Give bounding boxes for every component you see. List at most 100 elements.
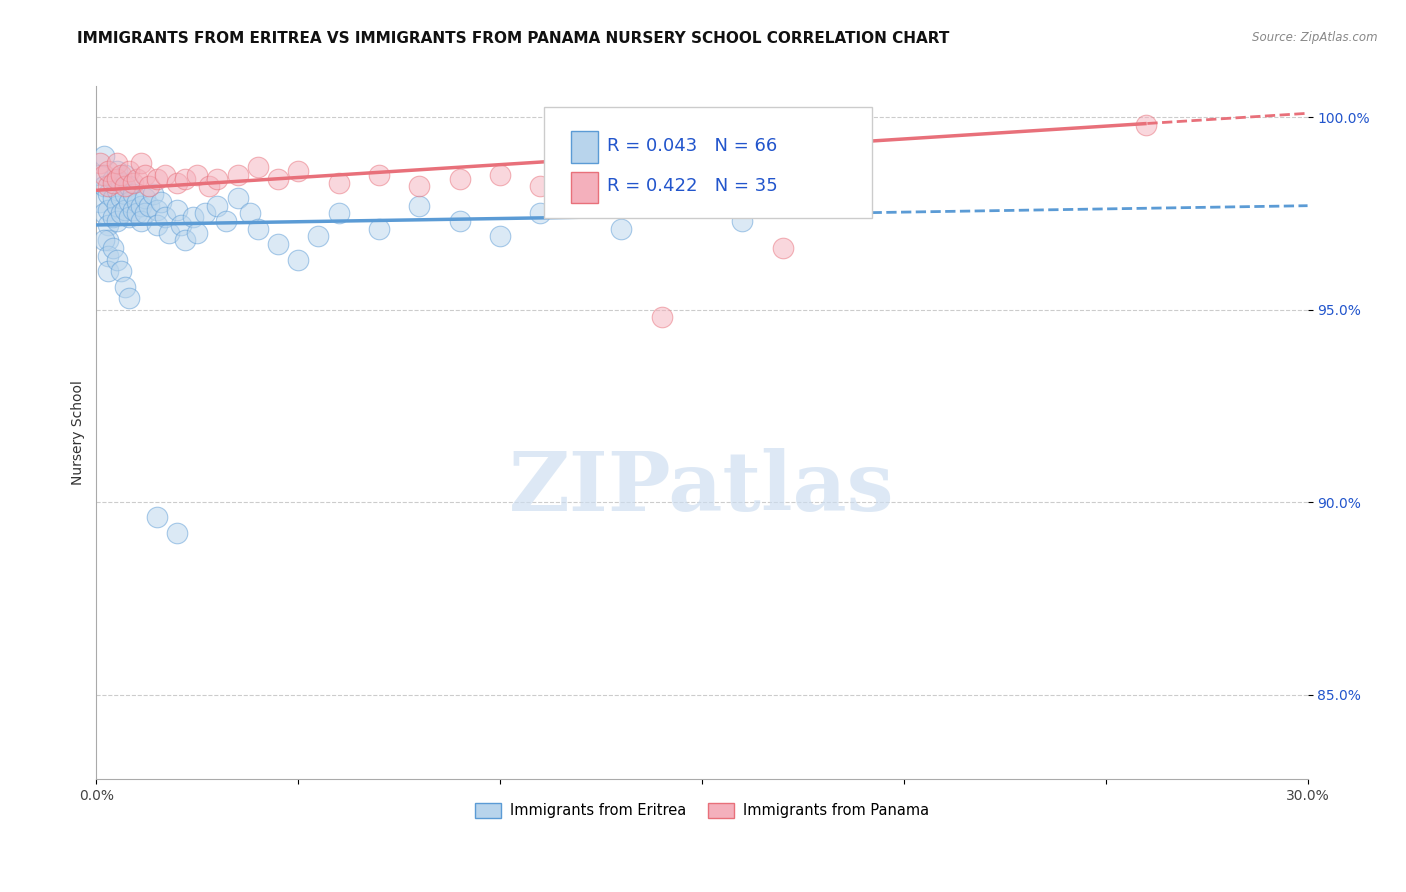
Point [146, 171, 169, 186]
Point [146, 202, 169, 217]
Point [239, 206, 262, 220]
Point [114, 187, 136, 202]
Text: IMMIGRANTS FROM ERITREA VS IMMIGRANTS FROM PANAMA NURSERY SCHOOL CORRELATION CHA: IMMIGRANTS FROM ERITREA VS IMMIGRANTS FR… [77, 31, 949, 46]
Point [114, 168, 136, 182]
Point [153, 168, 176, 182]
Point [186, 168, 208, 182]
Point [97, 164, 120, 178]
Point [328, 176, 350, 190]
Point [226, 168, 249, 182]
Point [287, 252, 309, 267]
Point [129, 156, 152, 170]
Point [207, 199, 229, 213]
Point [105, 199, 128, 213]
Point [105, 171, 128, 186]
Point [105, 214, 128, 228]
Point [129, 199, 152, 213]
Point [449, 171, 471, 186]
Point [246, 160, 269, 174]
Point [408, 199, 430, 213]
Text: Source: ZipAtlas.com: Source: ZipAtlas.com [1253, 31, 1378, 45]
Point [93, 233, 115, 247]
Point [110, 206, 132, 220]
Point [267, 237, 290, 252]
Point [118, 211, 141, 225]
Point [105, 252, 128, 267]
Point [93, 206, 115, 220]
Point [118, 164, 141, 178]
Point [93, 148, 115, 162]
Point [157, 226, 180, 240]
Point [1135, 118, 1157, 132]
Point [610, 221, 633, 235]
Point [121, 176, 143, 190]
Point [101, 176, 124, 190]
Point [101, 211, 124, 225]
Point [97, 187, 120, 202]
Point [529, 179, 551, 194]
Point [246, 221, 269, 235]
Point [198, 179, 221, 194]
Point [101, 241, 124, 255]
Point [101, 171, 124, 186]
Point [125, 194, 148, 209]
Point [181, 211, 204, 225]
Point [101, 191, 124, 205]
Point [110, 176, 132, 190]
Point [93, 179, 115, 194]
Y-axis label: Nursery School: Nursery School [72, 380, 86, 485]
Point [489, 168, 512, 182]
Point [138, 179, 160, 194]
Point [93, 168, 115, 182]
Text: R = 0.043   N = 66: R = 0.043 N = 66 [607, 136, 778, 154]
Point [105, 183, 128, 197]
Point [105, 156, 128, 170]
Point [207, 171, 229, 186]
Point [194, 206, 217, 220]
Bar [571, 171, 598, 202]
Point [408, 179, 430, 194]
Point [89, 168, 111, 182]
Point [89, 156, 111, 170]
Point [114, 202, 136, 217]
Point [118, 291, 141, 305]
Point [690, 199, 713, 213]
Point [134, 206, 156, 220]
Point [105, 164, 128, 178]
Point [97, 218, 120, 232]
Point [368, 168, 391, 182]
Point [118, 194, 141, 209]
Point [529, 206, 551, 220]
Point [307, 229, 329, 244]
Point [146, 218, 169, 232]
Legend: Immigrants from Eritrea, Immigrants from Panama: Immigrants from Eritrea, Immigrants from… [470, 797, 935, 824]
Point [651, 310, 673, 325]
Point [166, 202, 188, 217]
Point [97, 202, 120, 217]
Point [97, 179, 120, 194]
Point [129, 214, 152, 228]
Point [153, 211, 176, 225]
Point [214, 214, 236, 228]
Point [186, 226, 208, 240]
Point [134, 168, 156, 182]
Point [134, 191, 156, 205]
Point [97, 249, 120, 263]
Text: R = 0.422   N = 35: R = 0.422 N = 35 [607, 177, 779, 194]
Point [146, 510, 169, 524]
Point [174, 233, 197, 247]
Point [166, 176, 188, 190]
Point [368, 221, 391, 235]
Point [170, 218, 193, 232]
Point [772, 191, 794, 205]
Text: ZIPatlas: ZIPatlas [509, 449, 894, 528]
Point [121, 202, 143, 217]
Point [149, 194, 172, 209]
Point [174, 171, 197, 186]
Point [114, 179, 136, 194]
Point [125, 171, 148, 186]
Point [287, 164, 309, 178]
Point [328, 206, 350, 220]
Point [489, 229, 512, 244]
Point [110, 168, 132, 182]
